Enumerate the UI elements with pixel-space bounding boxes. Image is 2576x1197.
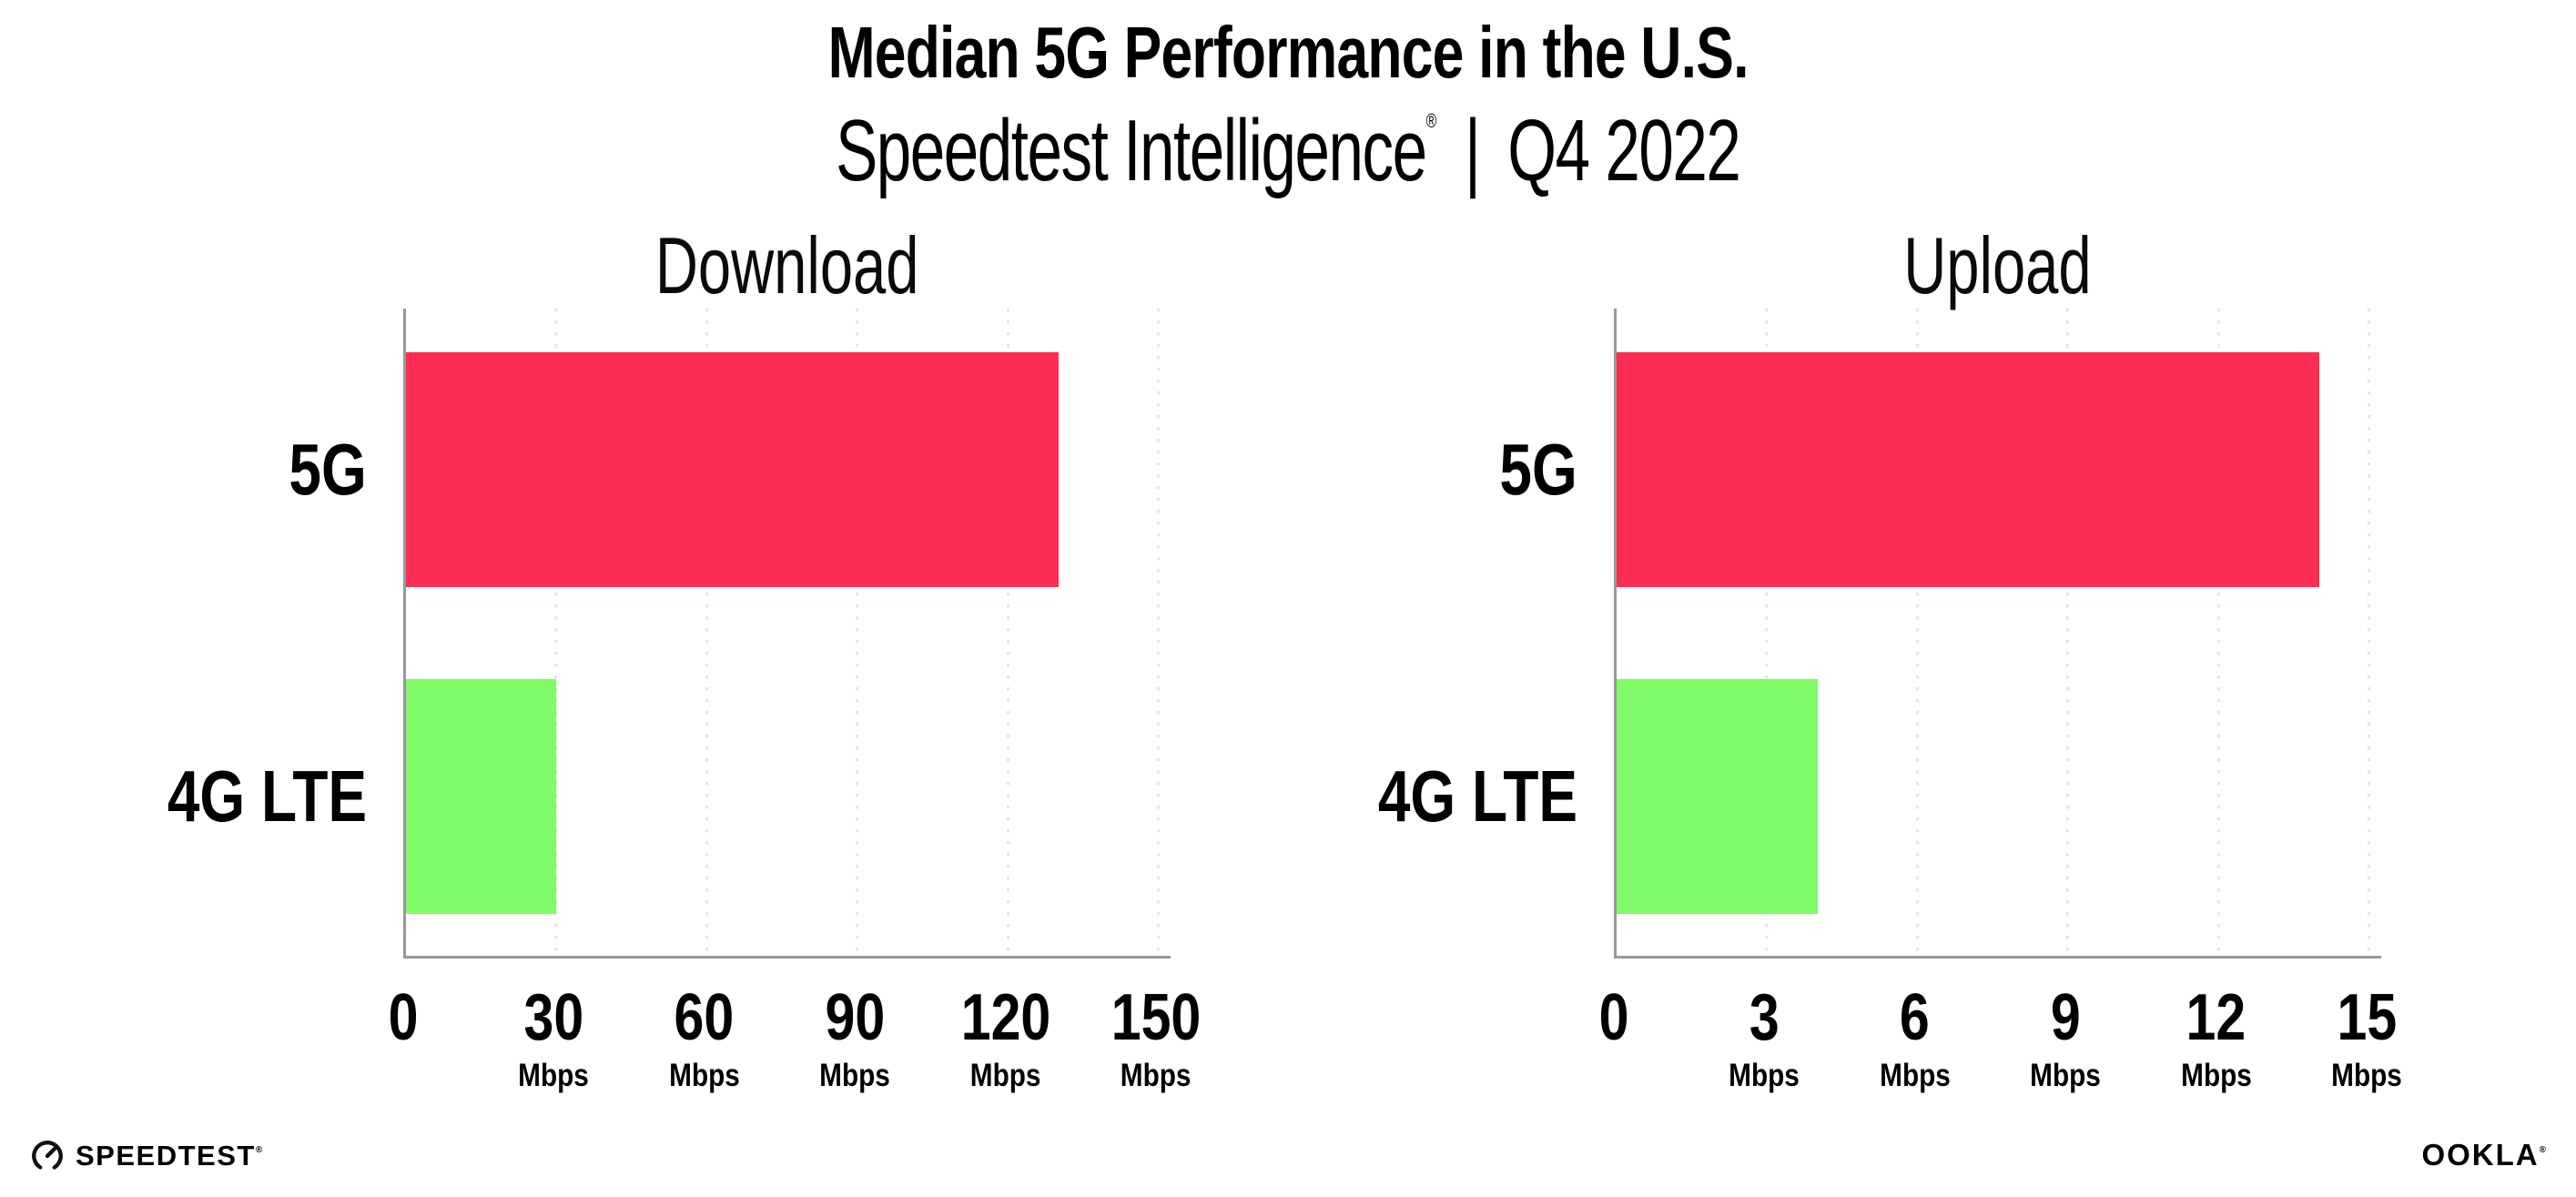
x-tick-value: 120 xyxy=(951,985,1060,1050)
gridline-30-mbps xyxy=(554,309,558,956)
registered-trademark-mark: ® xyxy=(1425,109,1437,132)
x-tick-value: 15 xyxy=(2325,985,2408,1050)
subtitle-brand: Speedtest Intelligence xyxy=(836,102,1427,199)
x-tick-value: 12 xyxy=(2175,985,2257,1050)
x-tick-unit: Mbps xyxy=(951,1060,1060,1091)
x-tick-value-text: 150 xyxy=(1111,981,1202,1054)
x-tick-120-download: 120 Mbps xyxy=(951,985,1060,1091)
x-tick-3-upload: 3 Mbps xyxy=(1723,985,1806,1091)
x-tick-30-download: 30 Mbps xyxy=(512,985,595,1091)
subtitle-period: Q4 2022 xyxy=(1507,102,1742,199)
x-tick-value: 30 xyxy=(512,985,595,1050)
x-tick-unit-text: Mbps xyxy=(969,1058,1041,1093)
x-tick-unit: Mbps xyxy=(2175,1060,2257,1091)
x-tick-unit: Mbps xyxy=(813,1060,896,1091)
page-title: Median 5G Performance in the U.S. xyxy=(0,16,2576,89)
page-subtitle: Speedtest Intelligence® | Q4 2022 xyxy=(0,107,2576,195)
x-tick-value-text: 0 xyxy=(388,981,419,1054)
x-tick-unit: Mbps xyxy=(2023,1060,2106,1091)
plot-area-upload xyxy=(1614,309,2381,959)
x-tick-unit: Mbps xyxy=(663,1060,745,1091)
bar-4g-lte-upload xyxy=(1617,679,1818,914)
x-tick-6-upload: 6 Mbps xyxy=(1873,985,1956,1091)
x-tick-unit-text: Mbps xyxy=(819,1058,891,1093)
x-tick-12-upload: 12 Mbps xyxy=(2175,985,2257,1091)
gridline-15-mbps xyxy=(2368,309,2370,956)
category-label-4g-lte: 4G LTE xyxy=(1195,679,1577,914)
chart-title-download: Download xyxy=(403,226,1171,306)
gridline-150-mbps xyxy=(1157,309,1160,956)
gridline-90-mbps xyxy=(856,309,859,956)
x-tick-unit-text: Mbps xyxy=(518,1058,590,1093)
x-tick-value-text: 30 xyxy=(523,981,584,1054)
speedtest-registered-mark: ® xyxy=(255,1144,263,1155)
x-tick-unit-text: Mbps xyxy=(1879,1058,1951,1093)
x-tick-value-text: 9 xyxy=(2050,981,2081,1054)
gridline-9-mbps xyxy=(2066,309,2070,956)
gridline-6-mbps xyxy=(1915,309,1919,956)
x-tick-value: 0 xyxy=(1596,985,1632,1050)
category-label-text: 4G LTE xyxy=(167,756,367,837)
x-tick-value: 6 xyxy=(1873,985,1956,1050)
chart-title-text: Upload xyxy=(1903,220,2092,310)
x-tick-value-text: 60 xyxy=(674,981,735,1054)
ookla-registered-mark: ® xyxy=(2539,1145,2546,1155)
x-tick-unit: Mbps xyxy=(512,1060,595,1091)
x-tick-value: 90 xyxy=(813,985,896,1050)
category-label-text: 5G xyxy=(1499,429,1577,510)
x-tick-9-upload: 9 Mbps xyxy=(2023,985,2106,1091)
ookla-wordmark: OOKLA xyxy=(2421,1138,2540,1172)
page-title-text: Median 5G Performance in the U.S. xyxy=(827,12,1749,93)
x-tick-value-text: 6 xyxy=(1900,981,1931,1054)
gridline-120-mbps xyxy=(1006,309,1009,956)
x-tick-0-upload: 0 xyxy=(1596,985,1632,1050)
x-tick-150-download: 150 Mbps xyxy=(1101,985,1211,1091)
gridline-12-mbps xyxy=(2216,309,2220,956)
x-tick-value-text: 3 xyxy=(1749,981,1780,1054)
x-tick-unit-text: Mbps xyxy=(668,1058,740,1093)
x-tick-unit-text: Mbps xyxy=(1121,1058,1192,1093)
x-tick-value-text: 15 xyxy=(2337,981,2397,1054)
category-label-5g: 5G xyxy=(1195,352,1577,587)
x-tick-value: 9 xyxy=(2023,985,2106,1050)
bar-4g-lte-download xyxy=(406,679,557,914)
x-tick-unit-text: Mbps xyxy=(2331,1058,2402,1093)
x-tick-unit-text: Mbps xyxy=(2030,1058,2102,1093)
x-tick-value-text: 0 xyxy=(1598,981,1629,1054)
chart-title-text: Download xyxy=(654,220,919,310)
speedtest-gauge-icon xyxy=(32,1141,63,1172)
x-tick-value: 150 xyxy=(1101,985,1211,1050)
x-tick-value-text: 120 xyxy=(960,981,1050,1054)
x-tick-unit-text: Mbps xyxy=(2180,1058,2252,1093)
x-tick-value-text: 90 xyxy=(825,981,886,1054)
gridline-60-mbps xyxy=(705,309,708,956)
x-tick-value-text: 12 xyxy=(2186,981,2246,1054)
x-tick-15-upload: 15 Mbps xyxy=(2325,985,2408,1091)
x-tick-unit: Mbps xyxy=(2325,1060,2408,1091)
chart-title-upload: Upload xyxy=(1614,226,2381,306)
category-label-4g-lte: 4G LTE xyxy=(0,679,367,914)
gridline-3-mbps xyxy=(1765,309,1769,956)
bar-5g-download xyxy=(406,352,1059,587)
category-label-text: 5G xyxy=(289,429,367,510)
category-label-text: 4G LTE xyxy=(1377,756,1577,837)
x-tick-60-download: 60 Mbps xyxy=(663,985,745,1091)
subtitle-separator: | xyxy=(1465,102,1481,199)
x-tick-unit: Mbps xyxy=(1723,1060,1806,1091)
x-tick-value: 60 xyxy=(663,985,745,1050)
bar-5g-upload xyxy=(1617,352,2319,587)
plot-area-download xyxy=(403,309,1171,959)
x-tick-0-download: 0 xyxy=(385,985,421,1050)
ookla-logo: OOKLA® xyxy=(2421,1140,2546,1170)
x-tick-unit: Mbps xyxy=(1101,1060,1211,1091)
x-tick-90-download: 90 Mbps xyxy=(813,985,896,1091)
x-tick-value: 0 xyxy=(385,985,421,1050)
x-tick-value: 3 xyxy=(1723,985,1806,1050)
speedtest-logo: SPEEDTEST® xyxy=(30,1136,262,1174)
x-tick-unit: Mbps xyxy=(1873,1060,1956,1091)
x-tick-unit-text: Mbps xyxy=(1729,1058,1800,1093)
category-label-5g: 5G xyxy=(0,352,367,587)
speedtest-wordmark: SPEEDTEST® xyxy=(76,1139,263,1172)
